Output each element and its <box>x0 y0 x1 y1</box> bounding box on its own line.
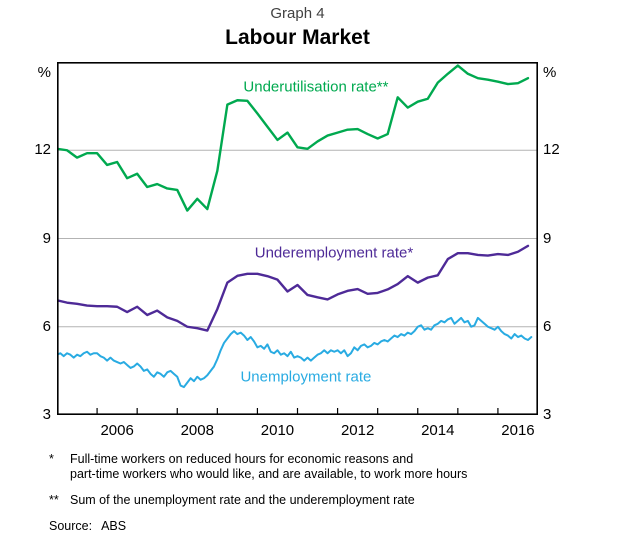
footnote-text: Sum of the unemployment rate and the und… <box>70 493 415 508</box>
x-label-2006: 2006 <box>100 422 134 439</box>
series-label-2: Underemployment rate* <box>254 244 414 262</box>
footnote-line: part-time workers who would like, and ar… <box>70 467 468 481</box>
y-axis-unit-left: % <box>37 64 51 81</box>
series-label-1: Underutilisation rate** <box>243 78 389 96</box>
page-title: Labour Market <box>225 26 370 49</box>
series-label-3: Unemployment rate <box>240 368 372 386</box>
y-label-right-9: 9 <box>543 229 552 247</box>
y-label-right-3: 3 <box>543 406 552 423</box>
y-label-left-6: 6 <box>42 317 51 335</box>
graph-number: Graph 4 <box>270 5 325 22</box>
plot-border <box>57 62 538 415</box>
footnote-text: Full-time workers on reduced hours for e… <box>70 452 467 482</box>
chart-canvas <box>57 62 538 415</box>
source-label: Source: <box>49 519 93 533</box>
y-axis-unit-right: % <box>543 64 557 81</box>
footnote-marker: ** <box>49 493 59 507</box>
y-label-right-12: 12 <box>543 141 560 159</box>
x-label-2008: 2008 <box>180 422 214 439</box>
series-line-2 <box>57 244 530 332</box>
source-row: Source: ABS <box>49 519 589 534</box>
source-value: ABS <box>101 519 127 533</box>
x-label-2010: 2010 <box>260 422 295 439</box>
y-label-left-9: 9 <box>42 229 51 247</box>
footnote-row-1: * Full-time workers on reduced hours for … <box>49 452 589 482</box>
plot-area: Underutilisation rate** Underemployment r… <box>57 62 538 415</box>
footnotes: * Full-time workers on reduced hours for … <box>49 452 589 545</box>
series-line-3 <box>57 316 533 389</box>
x-label-2014: 2014 <box>421 422 455 439</box>
y-label-left-12: 12 <box>34 141 51 159</box>
footnote-line: Sum of the unemployment rate and the und… <box>70 493 415 507</box>
footnote-row-2: ** Sum of the unemployment rate and the u… <box>49 493 589 508</box>
x-label-2016: 2016 <box>501 422 535 439</box>
footnote-line: Full-time workers on reduced hours for e… <box>70 452 414 466</box>
y-label-right-6: 6 <box>543 317 552 335</box>
series-line-1 <box>57 64 530 212</box>
x-label-2012: 2012 <box>340 422 375 439</box>
footnote-marker: * <box>49 452 54 466</box>
y-label-left-3: 3 <box>42 406 51 423</box>
